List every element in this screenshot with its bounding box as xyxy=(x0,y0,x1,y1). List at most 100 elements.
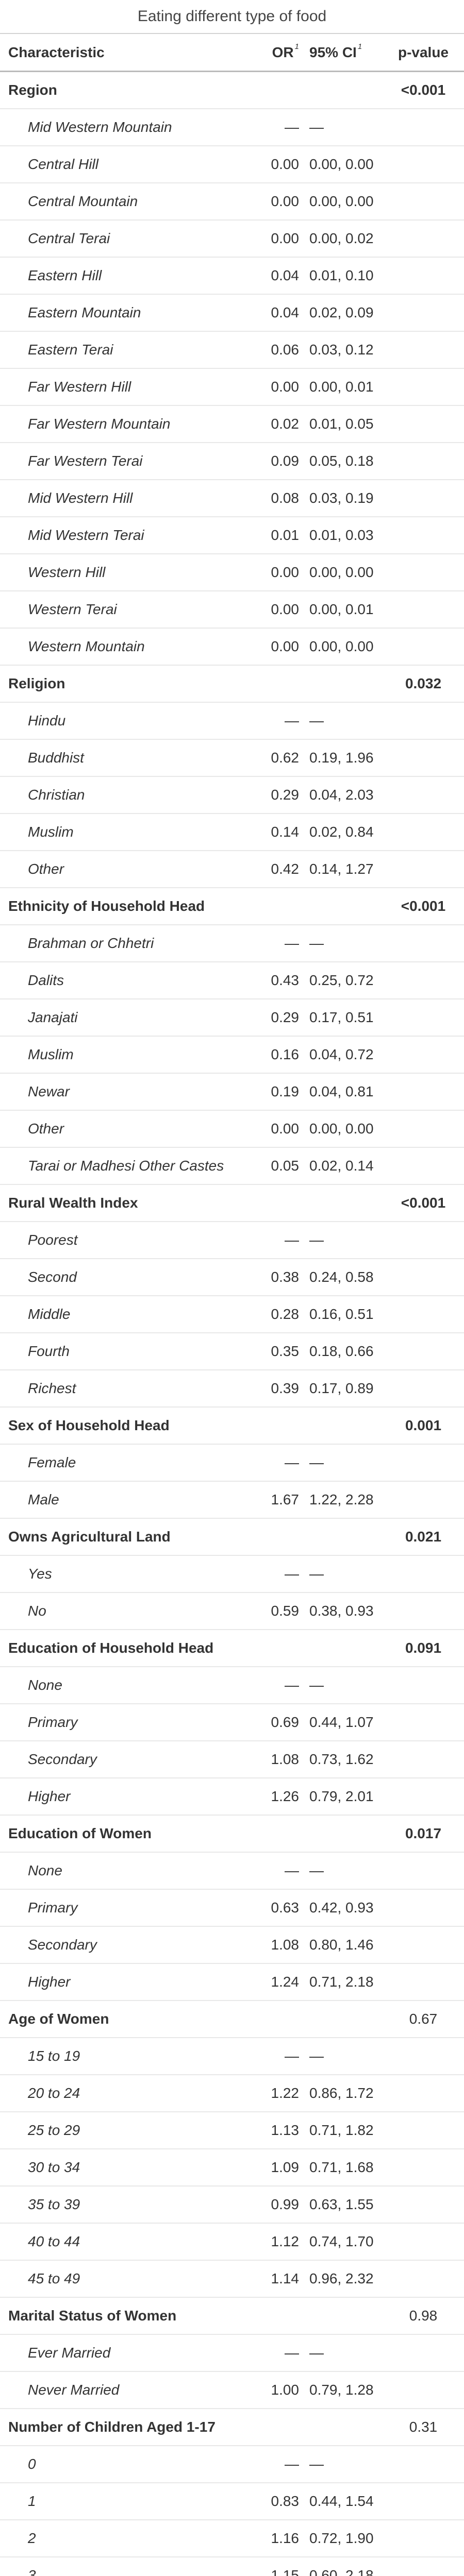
group-label: Number of Children Aged 1-17 xyxy=(8,2419,216,2435)
group-row: Religion 0.032 xyxy=(0,666,464,703)
odds-ratio: 1.12 xyxy=(271,2233,300,2249)
level-row: Mid Western Mountain — — xyxy=(0,109,464,146)
level-row: 15 to 19 — — xyxy=(0,2038,464,2075)
level-row: Yes — — xyxy=(0,1556,464,1593)
group-row: Ethnicity of Household Head <0.001 xyxy=(0,888,464,925)
odds-ratio: 0.14 xyxy=(271,824,300,840)
odds-ratio: — xyxy=(285,1677,299,1693)
p-value: <0.001 xyxy=(401,898,446,914)
odds-ratio: — xyxy=(285,1454,299,1470)
level-label: None xyxy=(28,1677,62,1693)
confidence-interval: 0.17, 0.89 xyxy=(309,1380,374,1396)
level-row: Western Mountain 0.00 0.00, 0.00 xyxy=(0,629,464,666)
header-ci: 95% CI 1 xyxy=(309,34,362,71)
level-row: None — — xyxy=(0,1667,464,1704)
level-label: 15 to 19 xyxy=(28,2048,80,2064)
level-label: 0 xyxy=(28,2456,36,2472)
confidence-interval: 0.02, 0.09 xyxy=(309,304,374,320)
level-row: Central Hill 0.00 0.00, 0.00 xyxy=(0,146,464,183)
confidence-interval: 0.44, 1.07 xyxy=(309,1714,374,1730)
level-label: 20 to 24 xyxy=(28,2085,80,2101)
odds-ratio: 0.83 xyxy=(271,2493,300,2509)
level-row: Secondary 1.08 0.73, 1.62 xyxy=(0,1741,464,1778)
group-label: Sex of Household Head xyxy=(8,1417,170,1433)
group-row: Age of Women 0.67 xyxy=(0,2001,464,2038)
level-label: Eastern Mountain xyxy=(28,304,141,320)
odds-ratio: 0.00 xyxy=(271,230,300,246)
odds-ratio: 0.08 xyxy=(271,490,300,506)
level-row: Second 0.38 0.24, 0.58 xyxy=(0,1259,464,1296)
confidence-interval: 0.00, 0.01 xyxy=(309,601,374,617)
odds-ratio: 0.00 xyxy=(271,638,300,654)
odds-ratio: — xyxy=(285,1566,299,1582)
confidence-interval: 0.16, 0.51 xyxy=(309,1306,374,1322)
level-row: 45 to 49 1.14 0.96, 2.32 xyxy=(0,2261,464,2298)
odds-ratio: — xyxy=(285,1232,299,1248)
level-row: Middle 0.28 0.16, 0.51 xyxy=(0,1296,464,1333)
group-label: Education of Women xyxy=(8,1825,152,1841)
level-row: 25 to 29 1.13 0.71, 1.82 xyxy=(0,2112,464,2149)
odds-ratio: 0.62 xyxy=(271,750,300,766)
level-label: Far Western Mountain xyxy=(28,416,171,432)
odds-ratio: 0.00 xyxy=(271,1121,300,1137)
odds-ratio: 0.38 xyxy=(271,1269,300,1285)
level-label: Muslim xyxy=(28,1046,74,1062)
odds-ratio: 0.00 xyxy=(271,193,300,209)
level-label: Western Hill xyxy=(28,564,106,580)
level-label: Other xyxy=(28,861,64,877)
odds-ratio: 1.09 xyxy=(271,2159,300,2175)
level-row: Never Married 1.00 0.79, 1.28 xyxy=(0,2372,464,2409)
odds-ratio: 0.00 xyxy=(271,601,300,617)
level-row: Far Western Hill 0.00 0.00, 0.01 xyxy=(0,369,464,406)
confidence-interval: 0.00, 0.01 xyxy=(309,379,374,395)
level-label: Other xyxy=(28,1121,64,1137)
level-label: 25 to 29 xyxy=(28,2122,80,2138)
odds-ratio: — xyxy=(285,2345,299,2361)
confidence-interval: — xyxy=(309,1566,324,1582)
level-row: Mid Western Hill 0.08 0.03, 0.19 xyxy=(0,480,464,517)
p-value: <0.001 xyxy=(401,82,446,98)
level-row: Buddhist 0.62 0.19, 1.96 xyxy=(0,740,464,777)
odds-ratio: 0.28 xyxy=(271,1306,300,1322)
table-title: Eating different type of food xyxy=(0,0,464,34)
confidence-interval: — xyxy=(309,713,324,728)
group-row: Education of Household Head 0.091 xyxy=(0,1630,464,1667)
odds-ratio: — xyxy=(285,119,299,135)
level-row: 0 — — xyxy=(0,2446,464,2483)
confidence-interval: 0.03, 0.12 xyxy=(309,342,374,358)
level-label: Male xyxy=(28,1492,59,1507)
level-row: 30 to 34 1.09 0.71, 1.68 xyxy=(0,2149,464,2187)
odds-ratio: 0.02 xyxy=(271,416,300,432)
confidence-interval: 0.00, 0.00 xyxy=(309,564,374,580)
level-label: 1 xyxy=(28,2493,36,2509)
level-label: Buddhist xyxy=(28,750,84,766)
confidence-interval: 1.22, 2.28 xyxy=(309,1492,374,1507)
header-or-text: OR xyxy=(272,44,294,60)
odds-ratio: — xyxy=(285,713,299,728)
level-label: Poorest xyxy=(28,1232,78,1248)
level-label: Ever Married xyxy=(28,2345,111,2361)
level-label: No xyxy=(28,1603,46,1619)
p-value: 0.98 xyxy=(409,2308,438,2324)
level-label: Middle xyxy=(28,1306,71,1322)
level-row: None — — xyxy=(0,1853,464,1890)
confidence-interval: 0.04, 2.03 xyxy=(309,787,374,803)
odds-ratio: 0.69 xyxy=(271,1714,300,1730)
level-label: Dalits xyxy=(28,972,64,988)
odds-ratio: 0.01 xyxy=(271,527,300,543)
confidence-interval: 0.86, 1.72 xyxy=(309,2085,374,2101)
level-row: Brahman or Chhetri — — xyxy=(0,925,464,962)
level-row: Western Hill 0.00 0.00, 0.00 xyxy=(0,554,464,591)
p-value: 0.67 xyxy=(409,2011,438,2027)
odds-ratio: 1.26 xyxy=(271,1788,300,1804)
group-row: Number of Children Aged 1-17 0.31 xyxy=(0,2409,464,2446)
level-row: Tarai or Madhesi Other Castes 0.05 0.02, 0… xyxy=(0,1148,464,1185)
confidence-interval: 0.79, 2.01 xyxy=(309,1788,374,1804)
level-row: Male 1.67 1.22, 2.28 xyxy=(0,1482,464,1519)
level-label: 40 to 44 xyxy=(28,2233,80,2249)
odds-ratio: 0.29 xyxy=(271,787,300,803)
odds-ratio: 0.00 xyxy=(271,379,300,395)
confidence-interval: 0.96, 2.32 xyxy=(309,2270,374,2286)
level-label: 35 to 39 xyxy=(28,2196,80,2212)
level-row: Dalits 0.43 0.25, 0.72 xyxy=(0,962,464,999)
